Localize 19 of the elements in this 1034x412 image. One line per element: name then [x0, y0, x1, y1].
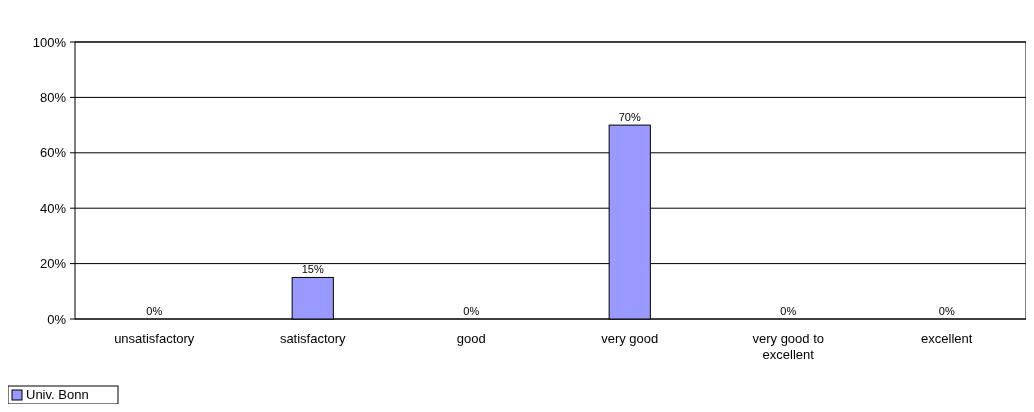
data-label: 15%	[301, 263, 324, 276]
data-label: 0%	[780, 305, 797, 317]
y-tick-label: 40%	[39, 200, 67, 216]
x-tick-label: excellent	[921, 331, 973, 346]
y-tick-label: 20%	[39, 256, 67, 272]
y-tick-label: 80%	[39, 89, 67, 105]
y-tick-label: 0%	[47, 311, 67, 327]
x-tick-label: very good to excellent	[752, 331, 825, 362]
y-tick-label: 100%	[32, 34, 67, 50]
data-label: 0%	[463, 305, 480, 317]
data-label: 0%	[146, 305, 163, 317]
data-label: 70%	[618, 111, 641, 124]
x-tick-label: good	[456, 331, 486, 346]
x-tick-label: satisfactory	[279, 331, 347, 346]
x-tick-label: unsatisfactory	[114, 331, 195, 346]
y-tick-label: 60%	[39, 145, 67, 161]
x-tick-label: very good	[601, 331, 659, 346]
legend-label: Univ. Bonn	[26, 387, 89, 402]
data-label: 0%	[938, 305, 955, 317]
